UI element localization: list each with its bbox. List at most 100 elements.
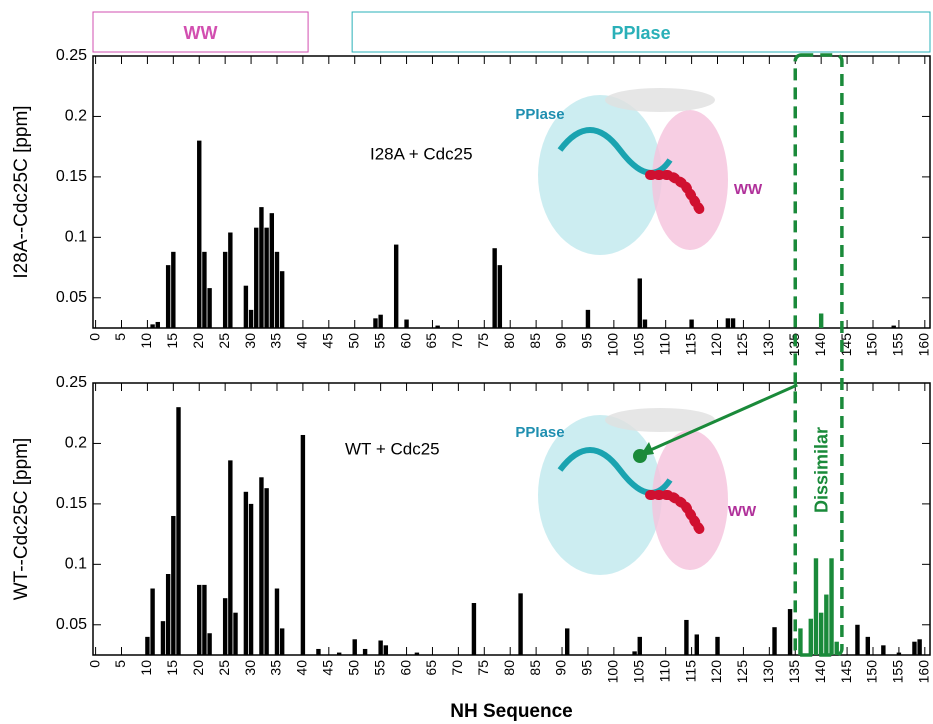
x-tick-label: 90 bbox=[553, 660, 569, 676]
bar bbox=[585, 309, 591, 328]
bar bbox=[171, 251, 176, 328]
x-tick-label: 80 bbox=[501, 660, 517, 676]
x-tick-label: 100 bbox=[605, 333, 621, 357]
bar bbox=[725, 318, 731, 328]
x-tick-label: 50 bbox=[345, 333, 361, 349]
bar bbox=[808, 618, 814, 655]
bar bbox=[279, 628, 285, 655]
x-tick-label: 100 bbox=[605, 660, 621, 684]
x-tick-label: 125 bbox=[734, 333, 750, 357]
bar bbox=[865, 636, 871, 655]
bar bbox=[829, 558, 834, 655]
x-tick-label: 160 bbox=[916, 660, 932, 684]
bar bbox=[336, 652, 342, 655]
annotation: PPIase bbox=[515, 106, 564, 123]
bar bbox=[362, 648, 368, 655]
bar bbox=[891, 325, 896, 328]
plot-frame bbox=[92, 55, 931, 329]
domain-box bbox=[92, 11, 309, 53]
bar bbox=[274, 251, 280, 328]
bar bbox=[818, 612, 824, 655]
bar bbox=[259, 207, 264, 328]
bar bbox=[642, 319, 648, 328]
protein-bottom bbox=[538, 408, 728, 575]
y-tick-label: 0.25 bbox=[56, 374, 87, 391]
bar bbox=[518, 593, 523, 655]
x-tick-label: 30 bbox=[242, 660, 258, 676]
x-tick-label: 55 bbox=[371, 660, 387, 676]
x-tick-label: 155 bbox=[890, 660, 906, 684]
x-tick-label: 50 bbox=[345, 660, 361, 676]
y-tick-label: 0.1 bbox=[65, 229, 87, 246]
bar bbox=[881, 645, 886, 655]
bar bbox=[632, 651, 637, 655]
y-tick-label: 0.05 bbox=[56, 289, 87, 306]
bar bbox=[207, 633, 212, 655]
bar bbox=[684, 619, 689, 655]
bar bbox=[393, 244, 399, 328]
y-tick-label: 0.05 bbox=[56, 616, 87, 633]
x-tick-label: 95 bbox=[579, 333, 595, 349]
x-tick-label: 45 bbox=[320, 333, 336, 349]
x-tick-label: 75 bbox=[475, 660, 491, 676]
bar bbox=[917, 639, 922, 655]
x-tick-label: 120 bbox=[708, 333, 724, 357]
annotation: WW bbox=[728, 503, 757, 520]
x-tick-label: 15 bbox=[164, 333, 180, 349]
bar bbox=[637, 636, 642, 655]
bar bbox=[269, 213, 275, 328]
x-tick-label: 45 bbox=[320, 660, 336, 676]
bar bbox=[378, 314, 383, 328]
annotation: WW bbox=[734, 181, 763, 198]
arrow bbox=[645, 383, 798, 454]
x-tick-label: 65 bbox=[423, 333, 439, 349]
x-tick-label: 70 bbox=[449, 660, 465, 676]
x-tick-label: 75 bbox=[475, 333, 491, 349]
bar bbox=[378, 640, 383, 655]
annotation: WT + Cdc25 bbox=[345, 439, 440, 458]
x-tick-label: 140 bbox=[812, 333, 828, 357]
x-tick-label: 30 bbox=[242, 333, 258, 349]
bar bbox=[222, 598, 228, 655]
bar bbox=[565, 628, 570, 655]
y-tick-label: 0.2 bbox=[65, 108, 87, 125]
bar bbox=[150, 588, 155, 655]
bar bbox=[694, 634, 699, 655]
bar bbox=[233, 612, 238, 655]
x-axis-label: NH Sequence bbox=[450, 701, 572, 722]
protein-top bbox=[538, 88, 728, 255]
x-tick-label: 160 bbox=[916, 333, 932, 357]
bar bbox=[197, 140, 202, 328]
x-tick-label: 20 bbox=[190, 660, 206, 676]
x-tick-label: 35 bbox=[268, 333, 284, 349]
bar bbox=[373, 318, 378, 328]
annotation: PPIase bbox=[515, 424, 564, 441]
x-tick-label: 60 bbox=[397, 660, 413, 676]
bar bbox=[264, 227, 269, 328]
bar bbox=[834, 641, 839, 655]
bar bbox=[492, 248, 497, 328]
x-tick-label: 25 bbox=[216, 660, 232, 676]
bar bbox=[818, 313, 824, 328]
x-tick-label: 60 bbox=[397, 333, 413, 349]
bar bbox=[689, 319, 694, 328]
y-axis-label: I28A--Cdc25C [ppm] bbox=[11, 105, 32, 278]
x-tick-label: 90 bbox=[553, 333, 569, 349]
bar bbox=[165, 574, 171, 655]
x-tick-label: 130 bbox=[760, 333, 776, 357]
bar bbox=[414, 652, 420, 655]
bar bbox=[160, 621, 166, 655]
x-tick-label: 115 bbox=[682, 660, 698, 683]
x-tick-label: 125 bbox=[734, 660, 750, 684]
highlight-label: Dissimilar bbox=[811, 427, 831, 513]
bar bbox=[197, 584, 202, 655]
bar bbox=[222, 251, 228, 328]
bar bbox=[202, 251, 207, 328]
x-tick-label: 140 bbox=[812, 660, 828, 684]
domain-label: PPIase bbox=[612, 23, 671, 43]
bar bbox=[176, 407, 181, 655]
y-tick-label: 0.15 bbox=[56, 495, 87, 512]
x-tick-label: 20 bbox=[190, 333, 206, 349]
x-tick-label: 95 bbox=[579, 660, 595, 676]
x-tick-label: 150 bbox=[864, 333, 880, 357]
